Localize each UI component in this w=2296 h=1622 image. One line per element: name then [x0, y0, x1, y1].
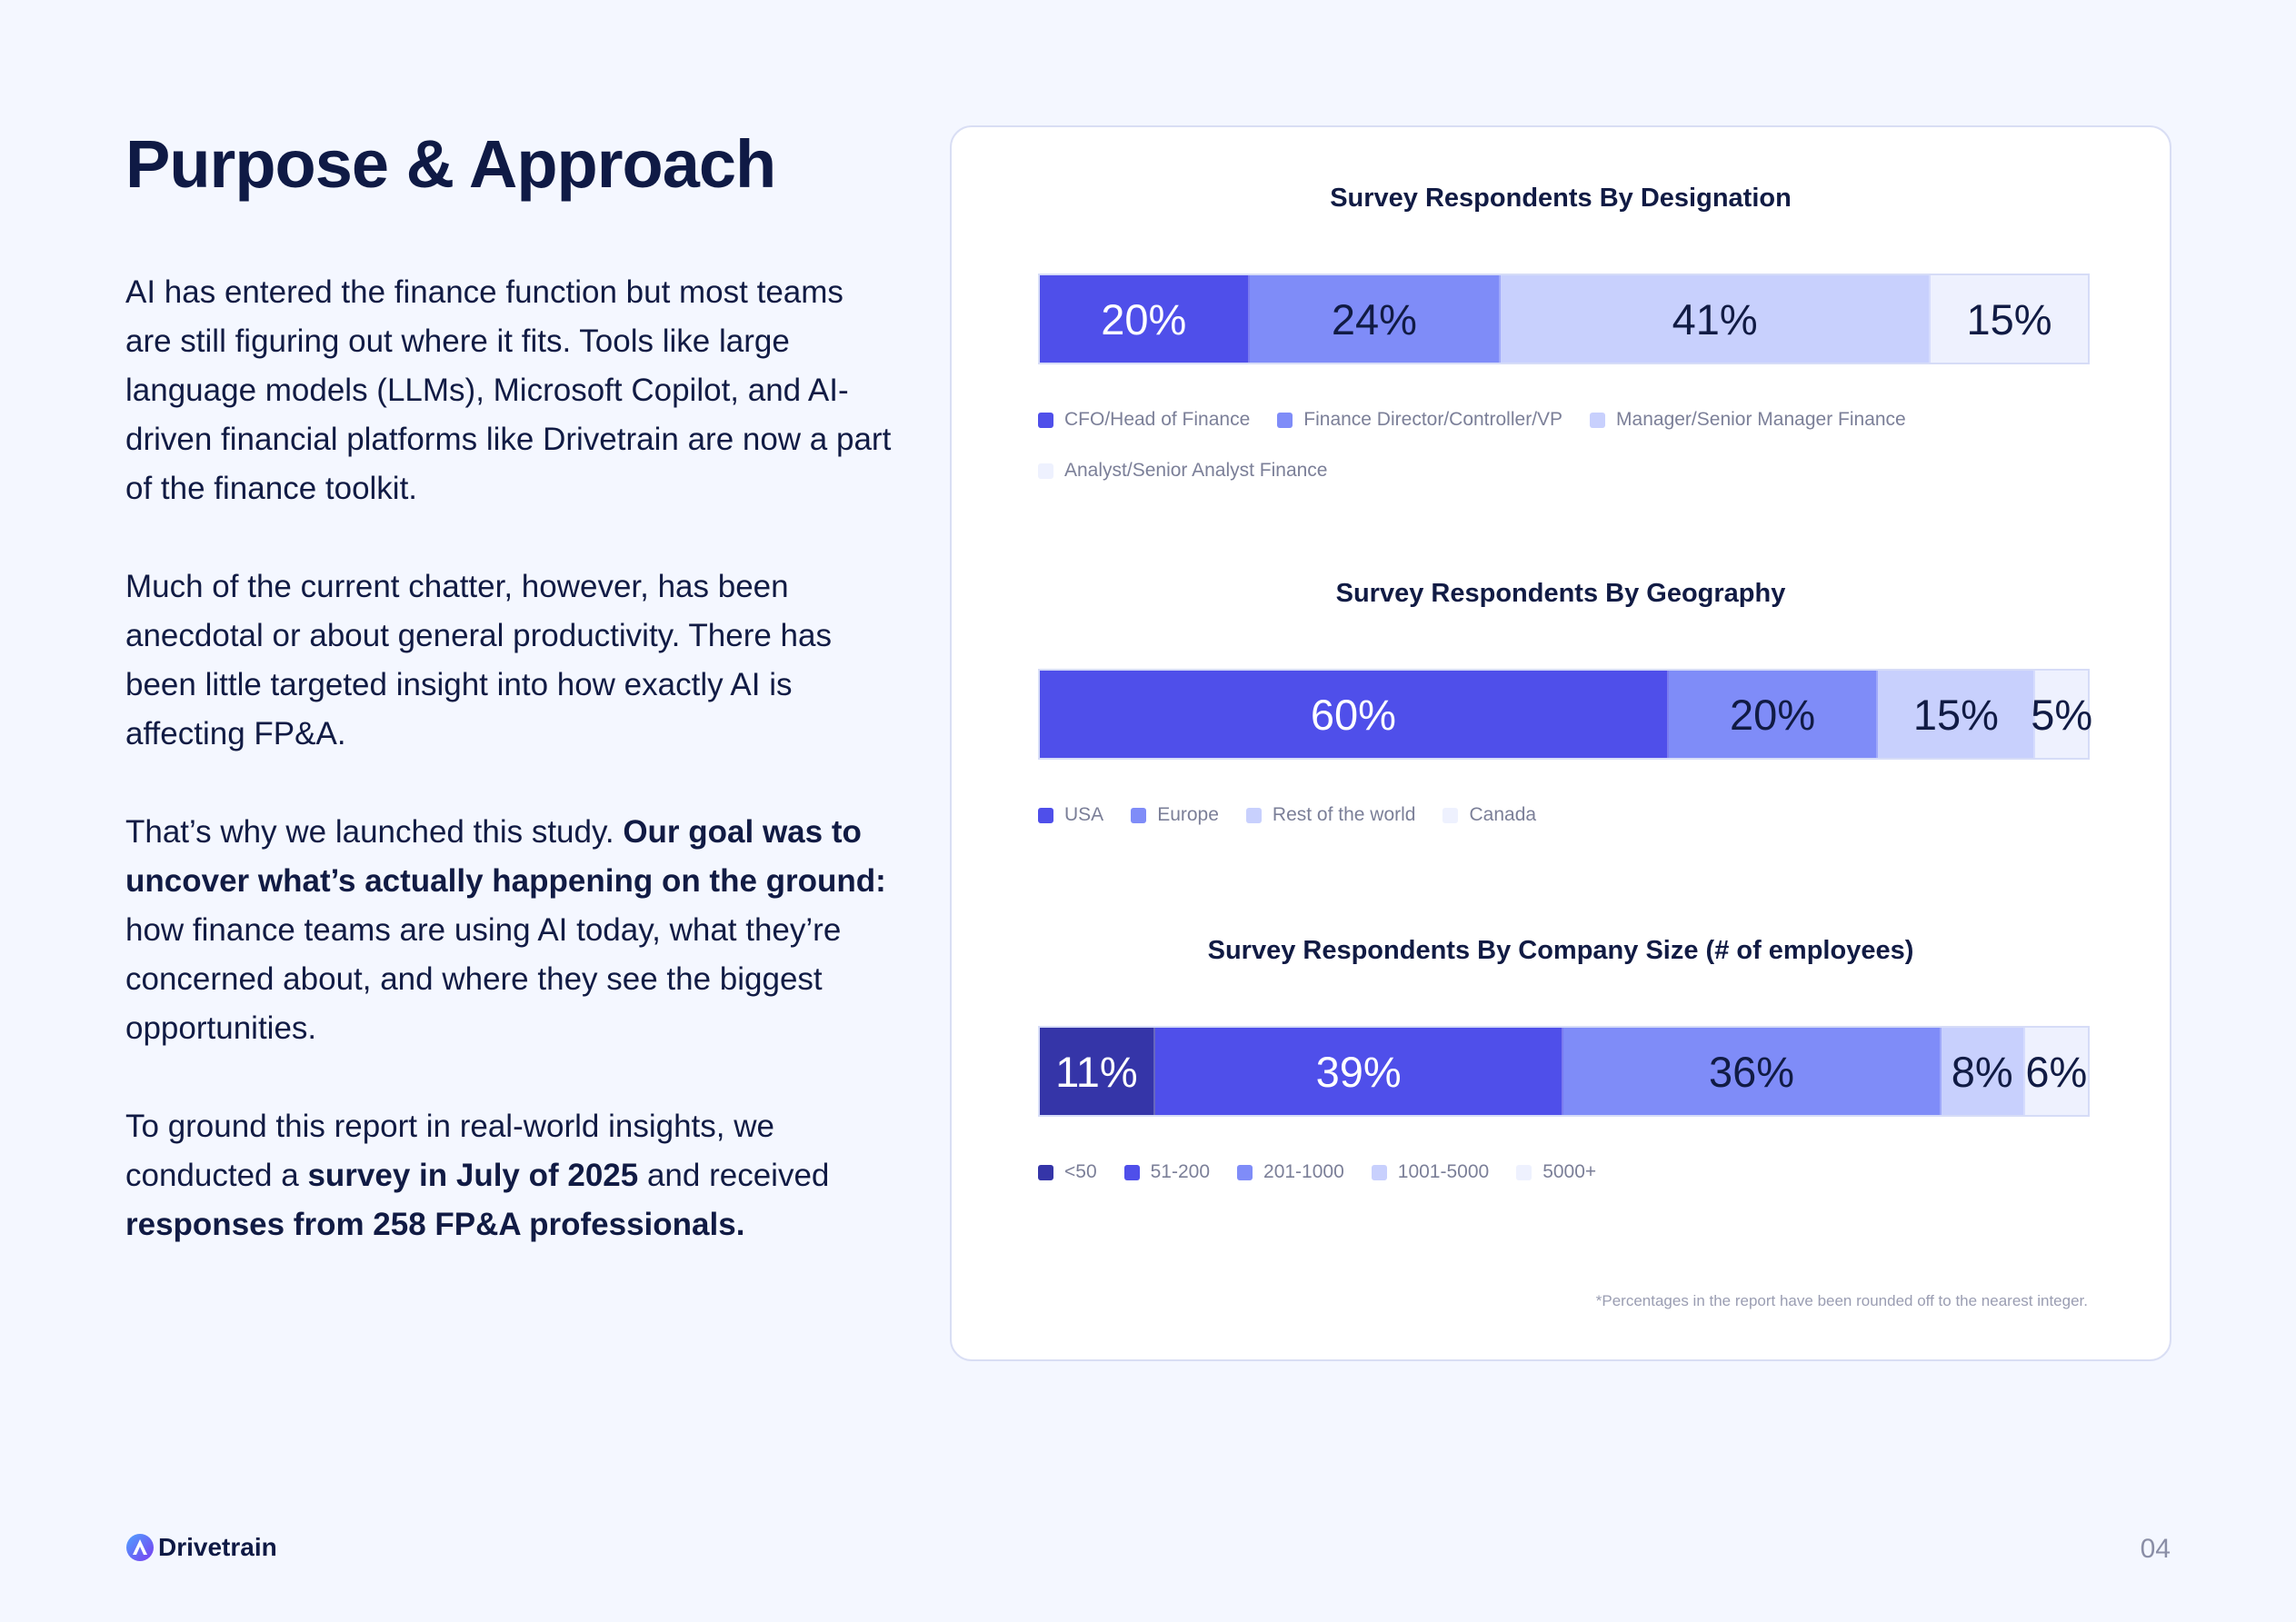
- legend-label: Rest of the world: [1272, 804, 1416, 825]
- stacked-bar: 60% 20% 15% 5%: [1038, 669, 2092, 760]
- intro-paragraph: Much of the current chatter, however, ha…: [125, 562, 898, 759]
- bar-segment: 24%: [1249, 275, 1502, 363]
- footnote: *Percentages in the report have been rou…: [1595, 1292, 2088, 1309]
- bar-segment: 41%: [1501, 275, 1932, 363]
- page-title: Purpose & Approach: [125, 126, 776, 202]
- text-run: AI has entered the finance function but …: [125, 274, 892, 506]
- legend-swatch: [1371, 1164, 1387, 1180]
- legend-item: Europe: [1131, 802, 1219, 828]
- legend-label: 201-1000: [1263, 1161, 1344, 1182]
- chart-legend: <50 51-200 201-1000 1001-5000 5000+: [1038, 1159, 2090, 1185]
- bar-segment: 60%: [1040, 671, 1669, 758]
- chart-title: Survey Respondents By Company Size (# of…: [1207, 936, 1914, 965]
- chart-legend: USA Europe Rest of the world Canada: [1038, 802, 2090, 828]
- text-run: how finance teams are using AI today, wh…: [125, 912, 842, 1046]
- bar-segment: 15%: [1931, 275, 2088, 363]
- legend-label: Manager/Senior Manager Finance: [1616, 409, 1906, 430]
- legend-item: Manager/Senior Manager Finance: [1590, 407, 1906, 433]
- legend-swatch: [1245, 807, 1262, 823]
- legend-label: Europe: [1157, 804, 1219, 825]
- legend-item: USA: [1038, 802, 1103, 828]
- legend-label: Analyst/Senior Analyst Finance: [1064, 460, 1328, 481]
- legend-swatch: [1038, 1164, 1053, 1180]
- legend-label: 5000+: [1542, 1161, 1597, 1182]
- chart-title: Survey Respondents By Geography: [1335, 579, 1786, 608]
- bold-text: Our goal was to uncover what’s actually …: [125, 814, 886, 899]
- text-run: That’s why we launched this study.: [125, 814, 624, 850]
- legend-item: <50: [1038, 1159, 1097, 1185]
- legend-label: <50: [1064, 1161, 1097, 1182]
- stacked-bar: 20% 24% 41% 15%: [1038, 274, 2090, 364]
- legend-item: Finance Director/Controller/VP: [1277, 407, 1562, 433]
- legend-label: Finance Director/Controller/VP: [1303, 409, 1563, 430]
- text-run: To ground this report in real-world insi…: [125, 1109, 774, 1193]
- chart-legend: CFO/Head of Finance Finance Director/Cont…: [1038, 407, 2090, 483]
- drivetrain-logo: Drivetrain: [125, 1533, 277, 1562]
- legend-swatch: [1038, 463, 1053, 479]
- bar-segment: 11%: [1040, 1028, 1155, 1115]
- legend-item: Canada: [1442, 802, 1536, 828]
- bar-segment: 39%: [1154, 1028, 1564, 1115]
- bar-segment: 20%: [1040, 275, 1250, 363]
- legend-item: 51-200: [1123, 1159, 1211, 1185]
- bar-segment: 36%: [1563, 1028, 1942, 1115]
- survey-charts-card: *Percentages in the report have been rou…: [950, 125, 2171, 1361]
- intro-paragraph: AI has entered the finance function but …: [125, 268, 898, 513]
- legend-swatch: [1038, 412, 1053, 428]
- bar-segment: 5%: [2031, 671, 2092, 758]
- legend-swatch: [1277, 412, 1293, 428]
- page-number: 04: [2140, 1534, 2171, 1564]
- legend-item: 5000+: [1516, 1159, 1596, 1185]
- logo-text: Drivetrain: [158, 1533, 277, 1561]
- legend-label: CFO/Head of Finance: [1064, 409, 1251, 430]
- legend-swatch: [1038, 807, 1053, 823]
- bar-segment: 6%: [2024, 1028, 2088, 1115]
- text-run: Much of the current chatter, however, ha…: [125, 569, 832, 751]
- intro-paragraph: That’s why we launched this study. Our g…: [125, 808, 898, 1053]
- legend-item: 201-1000: [1237, 1159, 1344, 1185]
- legend-label: USA: [1064, 804, 1104, 825]
- legend-swatch: [1237, 1164, 1253, 1180]
- intro-paragraph: To ground this report in real-world insi…: [125, 1102, 898, 1249]
- bar-segment: 20%: [1668, 671, 1879, 758]
- legend-label: 1001-5000: [1397, 1161, 1490, 1182]
- bar-segment: 8%: [1941, 1028, 2025, 1115]
- bold-text: survey in July of 2025: [307, 1158, 639, 1193]
- chart-title: Survey Respondents By Designation: [1330, 184, 1792, 213]
- bar-segment: 15%: [1878, 671, 2036, 758]
- stacked-bar: 11% 39% 36% 8% 6%: [1038, 1026, 2090, 1117]
- text-run: and received: [638, 1158, 830, 1193]
- legend-swatch: [1123, 1164, 1140, 1180]
- intro-text: AI has entered the finance function but …: [125, 268, 898, 1299]
- bold-text: responses from 258 FP&A professionals.: [125, 1207, 745, 1242]
- legend-swatch: [1131, 807, 1147, 823]
- legend-swatch: [1516, 1164, 1532, 1180]
- drivetrain-logo-icon: [126, 1534, 154, 1561]
- legend-label: 51-200: [1150, 1161, 1211, 1182]
- legend-item: Analyst/Senior Analyst Finance: [1038, 458, 1328, 483]
- legend-swatch: [1590, 412, 1606, 428]
- legend-label: Canada: [1469, 804, 1537, 825]
- legend-swatch: [1442, 807, 1459, 823]
- legend-item: Rest of the world: [1245, 802, 1416, 828]
- legend-item: 1001-5000: [1371, 1159, 1490, 1185]
- legend-item: CFO/Head of Finance: [1038, 407, 1250, 433]
